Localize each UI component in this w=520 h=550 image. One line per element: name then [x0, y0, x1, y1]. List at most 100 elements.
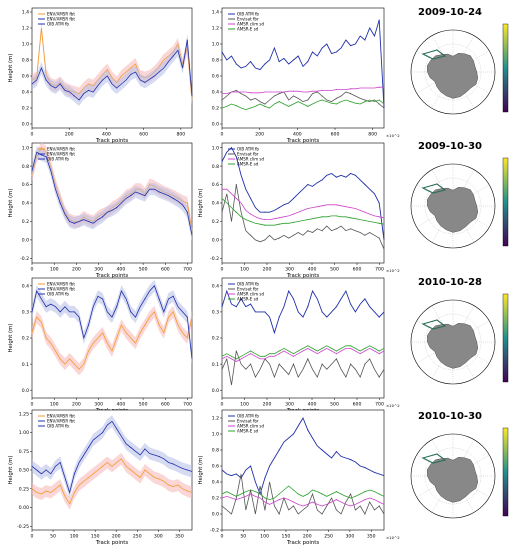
data-point [45, 79, 47, 81]
data-point [335, 89, 337, 91]
data-point [321, 449, 323, 451]
y-tick-label: 0.2 [212, 496, 219, 502]
data-point [221, 505, 223, 507]
data-point [102, 79, 104, 81]
x-tick-label: 0 [31, 534, 34, 540]
data-point [130, 469, 132, 471]
data-point [307, 99, 309, 101]
chart-panel-r4-left: -0.25 0.00 0.25 0.50 0.75 1.00 1.25 0 50 100 150 20… [8, 409, 193, 546]
data-point [221, 107, 223, 109]
x-tick-label: 400 [102, 132, 111, 138]
data-point [144, 298, 146, 300]
y-tick-label: 0.4 [212, 480, 219, 486]
data-point [292, 197, 295, 199]
x-tick-label: 200 [303, 534, 312, 540]
data-point [250, 99, 252, 101]
legend-entry: AMSR clim sd [237, 157, 264, 162]
data-point [116, 87, 118, 89]
data-point [307, 429, 309, 431]
x-tick-label: 0 [31, 402, 34, 408]
x-tick-label: 250 [133, 534, 142, 540]
data-point [221, 358, 223, 360]
y-tick-label: -0.25 [17, 524, 29, 530]
x-tick-label: 100 [70, 534, 79, 540]
series-line [221, 493, 385, 507]
data-point [350, 217, 352, 219]
x-tick-label: 600 [161, 402, 170, 408]
legend-entry: ENV/AMSR fbt [47, 287, 75, 292]
data-point [278, 493, 280, 495]
data-point [278, 363, 280, 365]
x-tick-label: 150 [282, 534, 291, 540]
y-tick-label: 0.6 [22, 182, 29, 188]
data-point [378, 86, 380, 88]
data-point [364, 499, 366, 501]
x-tick-label: 500 [330, 402, 339, 408]
data-point [144, 448, 146, 450]
data-point [278, 449, 280, 451]
y-tick-label: 0.4 [212, 201, 219, 207]
data-point [335, 358, 337, 360]
data-point [59, 202, 61, 204]
data-point [144, 81, 146, 83]
data-point [102, 216, 104, 218]
data-point [292, 213, 295, 215]
x-tick-label: 600 [331, 132, 340, 138]
data-point [221, 99, 223, 101]
y-tick-label: 1.4 [212, 10, 219, 16]
data-point [292, 90, 295, 92]
data-point [235, 183, 237, 186]
data-point [264, 311, 266, 313]
x-tick-label: 600 [139, 132, 148, 138]
x-tick-label: 200 [112, 534, 121, 540]
data-point [235, 156, 237, 158]
data-point [250, 353, 252, 355]
x-tick-label: 700 [183, 267, 192, 273]
data-point [292, 234, 295, 236]
data-point [221, 93, 223, 95]
chart-panel-r1-left: 0.0 0.2 0.4 0.6 0.8 1.0 1.2 1.4 0 200 400 600 800 Tra… [8, 7, 193, 144]
legend-entry: Envisat fbr [237, 287, 259, 292]
data-point [335, 215, 337, 217]
y-tick-label: 1.2 [212, 416, 219, 422]
series-line [221, 347, 385, 362]
x-tick-label: 700 [183, 402, 192, 408]
data-point [321, 99, 323, 101]
legend-entry: OIB ATM fb [237, 147, 259, 152]
data-point [235, 91, 237, 93]
x-tick-label: 600 [161, 267, 170, 273]
data-point [364, 234, 366, 236]
legend-entry: AMSR-E sd [237, 429, 259, 434]
y-tick-label: 1.0 [212, 42, 219, 48]
data-point [321, 347, 323, 349]
graticule-meridian [416, 341, 454, 364]
data-point [45, 490, 47, 492]
series-line [31, 39, 193, 101]
data-point [59, 461, 61, 464]
data-point [378, 353, 380, 355]
data-point [235, 197, 237, 199]
x-tick-label: 0 [31, 267, 34, 273]
data-point [235, 360, 237, 363]
data-point [235, 211, 237, 213]
data-point [321, 513, 323, 515]
data-point [264, 219, 266, 221]
data-point [364, 347, 366, 349]
x-tick-label: 400 [116, 267, 125, 273]
data-point [250, 489, 252, 491]
map-date-title: 2009-10-24 [418, 7, 482, 18]
data-point [73, 311, 75, 313]
y-tick-label: 0.6 [22, 74, 29, 80]
data-point [378, 202, 380, 204]
data-point [335, 353, 337, 355]
y-tick-label: 0.0 [212, 122, 219, 128]
x-tick-label: 300 [94, 267, 103, 273]
uncertainty-band [32, 22, 192, 106]
data-point [321, 216, 323, 218]
y-tick-label: 0.2 [212, 106, 219, 112]
data-point [364, 491, 366, 493]
data-point [278, 237, 280, 239]
map-date-title: 2010-10-28 [418, 277, 482, 288]
